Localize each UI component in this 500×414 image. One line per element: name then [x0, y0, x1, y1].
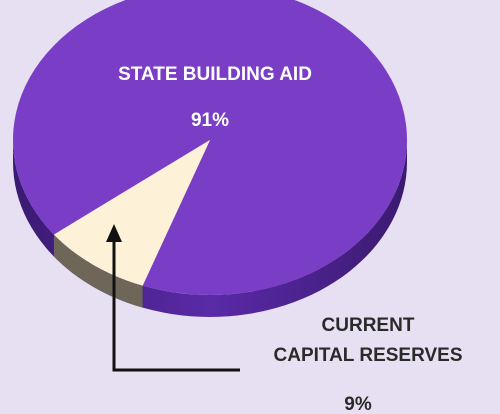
slice-value-state-building-aid: 91%: [191, 110, 229, 131]
pie-slice-current-capital-reserves: [53, 140, 210, 286]
slice-label-state-building-aid: STATE BUILDING AID: [118, 64, 312, 85]
pie-side-beige: [53, 234, 143, 308]
pie-slice-state-building-aid: [13, 0, 407, 295]
slice-value-current-capital-reserves: 9%: [344, 394, 372, 414]
slice-label-line-1: CURRENT: [322, 315, 415, 336]
slice-label-line-2: CAPITAL RESERVES: [274, 345, 463, 366]
leader-line: [106, 224, 240, 372]
